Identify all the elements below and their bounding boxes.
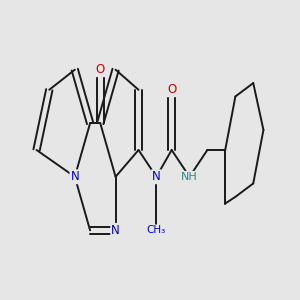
Text: N: N [152,170,161,183]
Text: N: N [70,170,79,183]
Text: CH₃: CH₃ [147,225,166,235]
Text: NH: NH [181,172,198,182]
Text: N: N [111,224,120,237]
Text: O: O [167,83,176,96]
Text: O: O [96,63,105,76]
